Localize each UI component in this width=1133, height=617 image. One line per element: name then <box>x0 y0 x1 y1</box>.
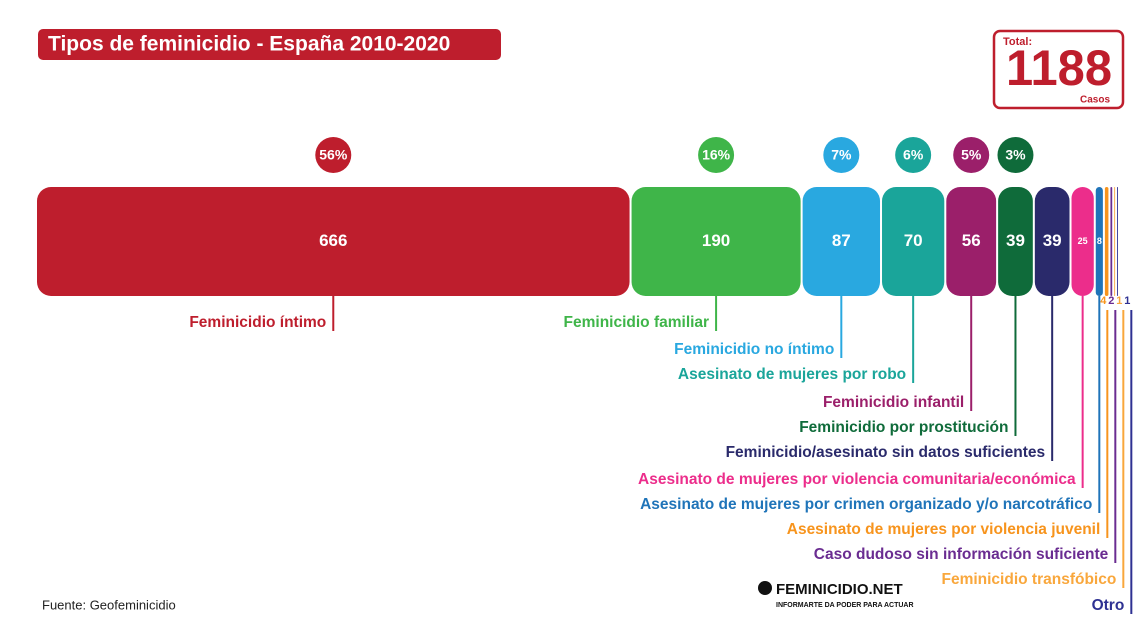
logo-tagline: INFORMARTE DA PODER PARA ACTUAR <box>776 602 914 609</box>
value-label: 70 <box>904 231 923 250</box>
total-label: Total: <box>1003 36 1032 48</box>
value-label: 56 <box>962 231 981 250</box>
value-label: 4 <box>1100 295 1107 307</box>
bar-segment <box>882 187 945 296</box>
percentage-label: 7% <box>831 147 852 163</box>
value-label: 666 <box>319 231 347 250</box>
value-label: 8 <box>1097 236 1102 246</box>
value-label: 87 <box>832 231 851 250</box>
total-box <box>992 29 1125 110</box>
category-label: Asesinato de mujeres por violencia juven… <box>787 521 1101 538</box>
bar-segment <box>946 187 997 296</box>
bar-segment <box>1114 187 1116 296</box>
source: Fuente: Geofeminicidio <box>42 597 176 612</box>
chart-title: Tipos de feminicidio - España 2010-2020 <box>48 33 450 56</box>
percentage-label: 5% <box>961 147 982 163</box>
category-label: Feminicidio íntimo <box>189 314 326 331</box>
category-label: Feminicidio/asesinato sin datos suficien… <box>726 444 1046 461</box>
category-label: Feminicidio transfóbico <box>941 571 1116 588</box>
title-box <box>38 29 501 60</box>
category-label: Asesinato de mujeres por violencia comun… <box>638 471 1076 488</box>
category-label: Feminicidio infantil <box>823 394 964 411</box>
category-label: Caso dudoso sin información suficiente <box>814 546 1109 563</box>
percentage-badge <box>823 137 860 173</box>
logo-box <box>752 572 902 614</box>
percentage-badge <box>953 137 990 173</box>
value-label: 190 <box>702 231 730 250</box>
percentage-label: 3% <box>1005 147 1026 163</box>
bar-segment <box>998 187 1033 296</box>
value-label: 1 <box>1124 295 1130 307</box>
value-label: 25 <box>1078 236 1088 246</box>
category-label: Asesinato de mujeres por robo <box>678 366 906 383</box>
bar-segment <box>1071 187 1094 296</box>
total-value: 1188 <box>1006 40 1112 96</box>
percentage-badge <box>895 137 932 173</box>
category-label: Feminicidio no íntimo <box>674 341 834 358</box>
category-label: Feminicidio por prostitución <box>799 419 1008 436</box>
bar-segment <box>37 187 630 296</box>
value-label: 2 <box>1108 295 1114 307</box>
category-label: Asesinato de mujeres por crimen organiza… <box>640 496 1092 513</box>
bar-segment <box>1117 187 1118 296</box>
percentage-label: 56% <box>319 147 348 163</box>
bar-segment <box>802 187 881 296</box>
category-label: Feminicidio familiar <box>564 314 710 331</box>
total-unit: Casos <box>1080 95 1110 106</box>
bar-segment <box>1104 187 1109 296</box>
percentage-label: 6% <box>903 147 924 163</box>
logo-icon <box>758 581 772 595</box>
logo: FEMINICIDIO.NET <box>776 581 903 598</box>
value-label: 39 <box>1043 231 1062 250</box>
bar-segment <box>1034 187 1070 296</box>
bar-segment <box>1095 187 1103 296</box>
value-label: 1 <box>1116 295 1122 307</box>
value-label: 39 <box>1006 231 1025 250</box>
percentage-label: 16% <box>702 147 731 163</box>
percentage-badge <box>315 137 352 173</box>
bar-segment <box>1110 187 1113 296</box>
category-label: Otro <box>1092 597 1125 614</box>
bar-segment <box>631 187 801 296</box>
percentage-badge <box>698 137 735 173</box>
percentage-badge <box>997 137 1034 173</box>
